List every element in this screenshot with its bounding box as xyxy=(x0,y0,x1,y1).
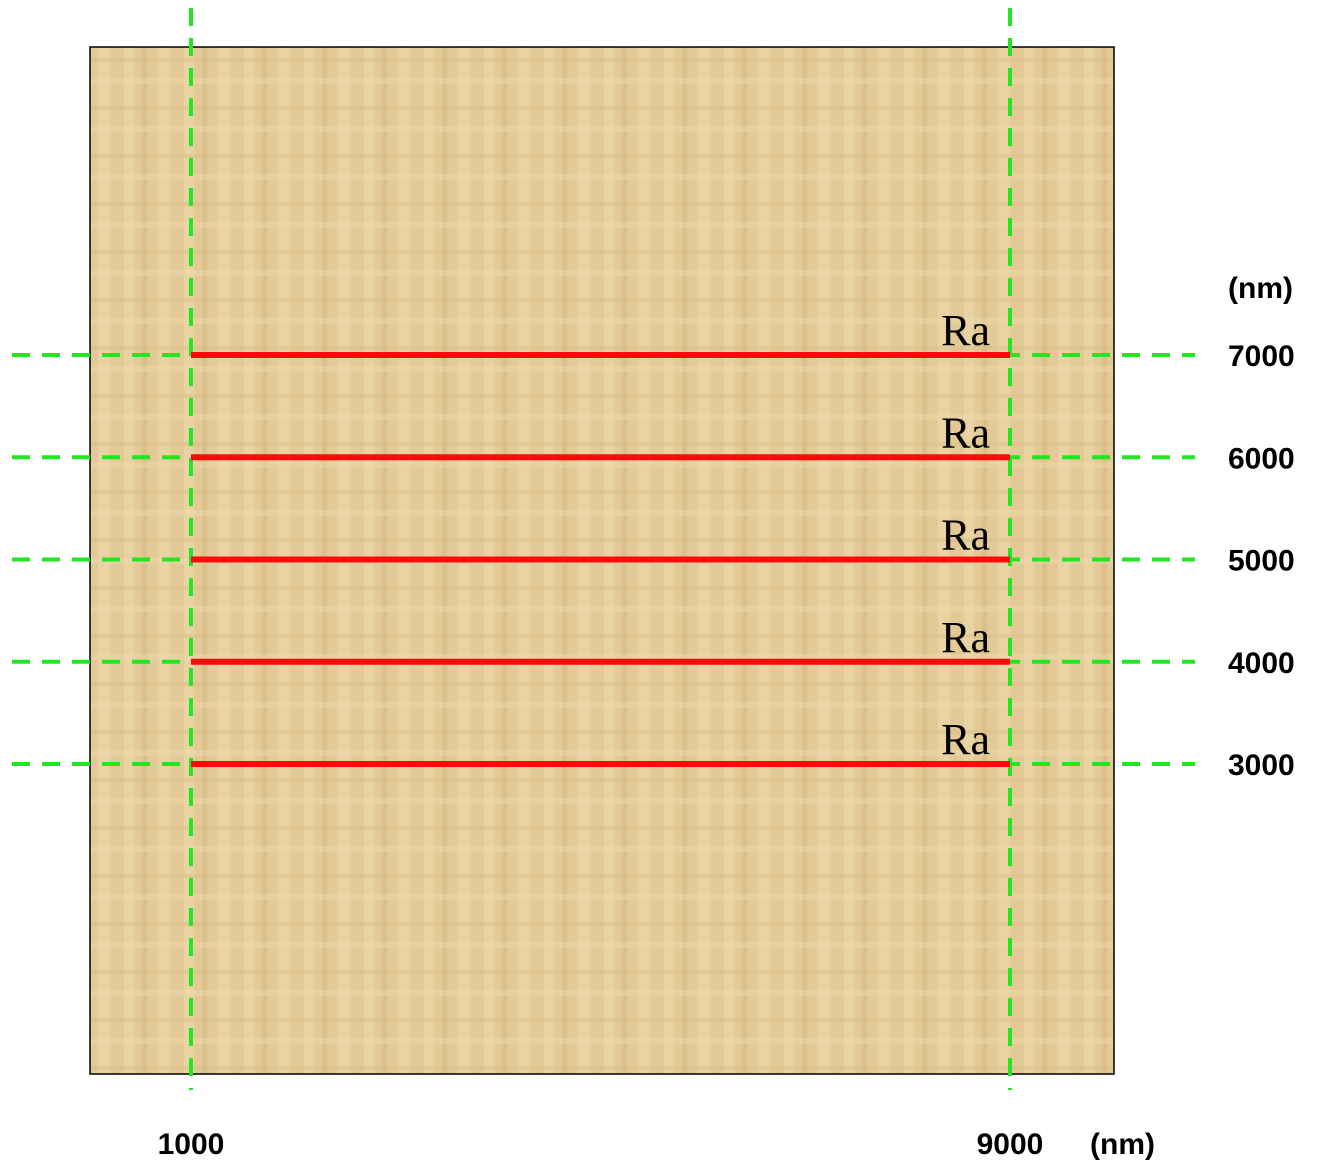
x-tick-label: 9000 xyxy=(977,1128,1044,1161)
x-unit: (nm) xyxy=(1090,1128,1155,1161)
y-unit: (nm) xyxy=(1228,272,1293,305)
scan-label: Ra xyxy=(941,408,990,457)
y-tick-label: 6000 xyxy=(1228,442,1295,475)
x-tick-label: 1000 xyxy=(158,1128,225,1161)
scan-label: Ra xyxy=(941,613,990,662)
diagram: (nm) (nm) 1000 9000 7000 Ra 6000 Ra 5000 Ra 4000… xyxy=(0,0,1333,1167)
y-tick-label: 7000 xyxy=(1228,340,1295,373)
scan-label: Ra xyxy=(941,511,990,560)
y-tick-label: 5000 xyxy=(1228,545,1295,578)
y-tick-label: 4000 xyxy=(1228,647,1295,680)
y-tick-label: 3000 xyxy=(1228,749,1295,782)
scan-label: Ra xyxy=(941,306,990,355)
scan-label: Ra xyxy=(941,715,990,764)
